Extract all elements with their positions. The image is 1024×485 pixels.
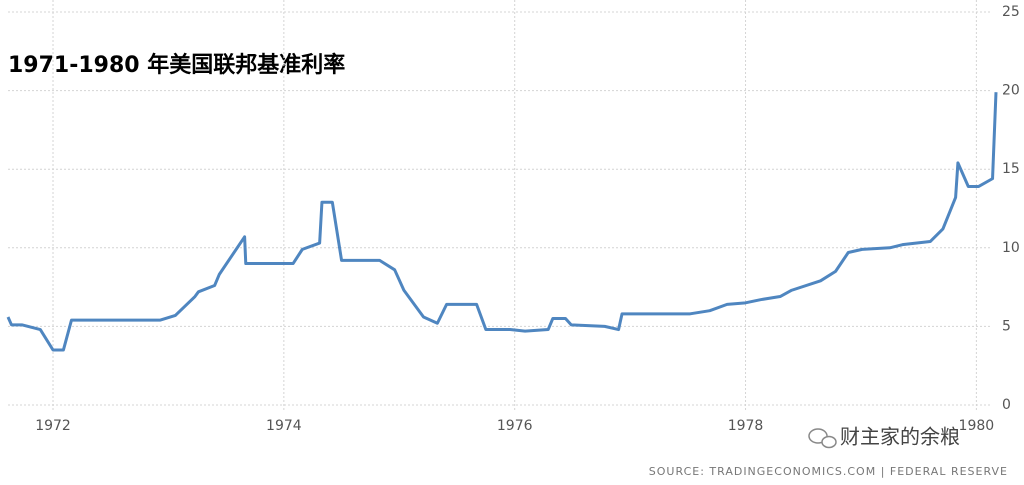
x-tick-label: 1976 — [497, 418, 533, 434]
watermark: 财主家的余粮 — [840, 425, 960, 449]
y-tick-label: 25 — [1002, 4, 1020, 20]
y-tick-label: 20 — [1002, 83, 1020, 99]
chart-title: 1971-1980 年美国联邦基准利率 — [8, 52, 345, 78]
x-tick-label: 1972 — [35, 418, 71, 434]
y-tick-label: 5 — [1002, 318, 1011, 334]
y-tick-label: 10 — [1002, 240, 1020, 256]
x-tick-label: 1978 — [728, 418, 764, 434]
line — [6, 92, 998, 352]
watermark-icon — [808, 428, 837, 449]
source: SOURCE: TRADINGECONOMICS.COM | FEDERAL R… — [649, 465, 1008, 478]
x-tick-label: 1980 — [959, 418, 995, 434]
x-tick-label: 1974 — [266, 418, 302, 434]
y-tick-label: 15 — [1002, 161, 1020, 177]
y-tick-label: 0 — [1002, 397, 1011, 413]
